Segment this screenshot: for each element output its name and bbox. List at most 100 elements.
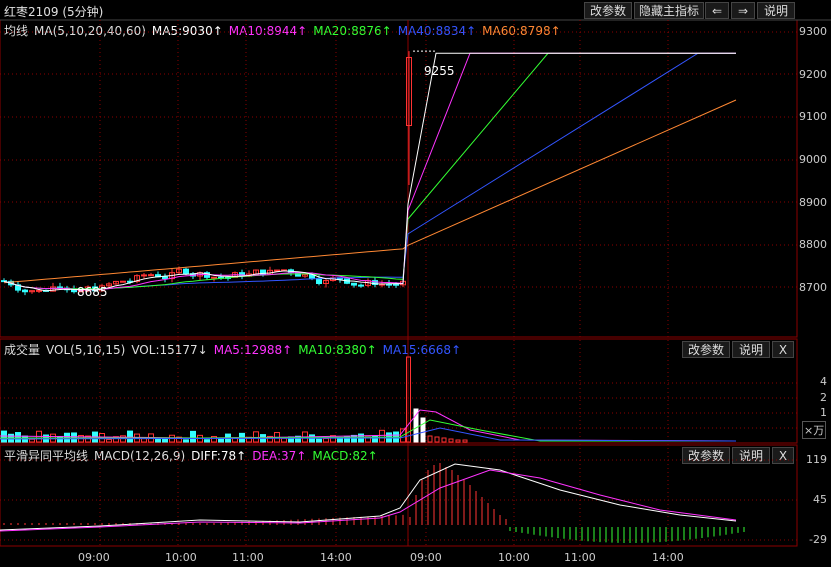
volume-bar — [29, 438, 35, 443]
main-legend: 均线 MA(5,10,20,40,60) MA5:9030↑ MA10:8944↑ MA… — [4, 22, 567, 39]
macd-ytick: -29 — [809, 533, 827, 546]
candle-body — [78, 290, 84, 293]
vol-indicator-name: 成交量 — [4, 343, 41, 357]
volume-bar — [434, 436, 440, 443]
volume-bar — [281, 437, 287, 443]
main-ma-params: MA(5,10,20,40,60) — [34, 24, 146, 38]
time-tick: 09:00 — [410, 551, 442, 564]
volume-bar — [413, 408, 419, 443]
hide-main-indicator-button[interactable]: 隐藏主指标 — [634, 2, 704, 19]
candle-body — [36, 289, 42, 292]
vol-params: VOL(5,10,15) — [46, 343, 126, 357]
candle-body — [141, 274, 147, 277]
volume-bar — [316, 438, 322, 443]
candle-body — [29, 290, 35, 293]
ma10-line — [3, 52, 736, 291]
vol-ma15-line — [0, 427, 737, 442]
ma5-value: MA5:9030↑ — [151, 24, 223, 38]
vol-ma15-value: MA15:6668↑ — [382, 343, 462, 357]
candle-body — [113, 280, 119, 285]
candle-body — [176, 268, 182, 274]
time-tick: 09:00 — [78, 551, 110, 564]
candle-body — [393, 283, 399, 286]
main-ytick: 9200 — [799, 68, 827, 81]
high-price-label: 9255 — [424, 64, 455, 78]
volume-bar — [406, 356, 411, 443]
main-indicator-name: 均线 — [4, 24, 29, 38]
vol-ytick: 1 — [820, 406, 827, 419]
candle-body — [358, 284, 364, 287]
vol-ma10-value: MA10:8380↑ — [298, 343, 377, 357]
vol-ma5-value: MA5:12988↑ — [213, 343, 293, 357]
volume-bar — [379, 429, 385, 443]
ma60-value: MA60:8798↑ — [482, 24, 561, 38]
ma10-value: MA10:8944↑ — [228, 24, 308, 38]
main-ytick: 8800 — [799, 238, 827, 251]
macd-ytick: 119 — [806, 453, 827, 466]
candle-body — [134, 275, 140, 282]
volume-bar — [295, 435, 301, 443]
volume-bar — [127, 430, 133, 443]
ma40-line — [3, 52, 736, 290]
arrow-right-icon[interactable]: ⇒ — [731, 2, 755, 19]
candle-body — [22, 289, 28, 293]
candle-body — [183, 268, 189, 275]
main-ytick: 8700 — [799, 281, 827, 294]
candle-body — [148, 274, 154, 277]
volume-bar — [427, 435, 433, 443]
vol-legend: 成交量 VOL(5,10,15) VOL:15177↓ MA5:12988↑ MA10:… — [4, 341, 467, 358]
ma5-line — [3, 52, 736, 292]
candle-body — [120, 280, 126, 283]
volume-bar — [183, 439, 189, 443]
volume-bar — [372, 435, 378, 443]
main-ytick: 9300 — [799, 25, 827, 38]
diff-line — [0, 463, 737, 531]
candle-body — [50, 286, 56, 292]
candle-body — [260, 269, 266, 275]
volume-bar — [448, 438, 454, 443]
volume-bar — [400, 428, 406, 443]
main-ytick: 8900 — [799, 196, 827, 209]
candle-body — [15, 284, 21, 291]
main-ytick: 9000 — [799, 153, 827, 166]
macd-indicator-name: 平滑异同平均线 — [4, 449, 89, 463]
change-params-button[interactable]: 改参数 — [584, 2, 632, 19]
vol-close-icon[interactable]: X — [772, 341, 794, 358]
help-button[interactable]: 说明 — [757, 2, 795, 19]
vol-help-button[interactable]: 说明 — [732, 341, 770, 358]
main-ytick: 9100 — [799, 110, 827, 123]
candle-body — [106, 283, 112, 287]
volume-bar — [106, 439, 112, 443]
dea-line — [0, 469, 737, 532]
candle-body — [162, 276, 168, 280]
time-tick: 10:00 — [165, 551, 197, 564]
ma60-line — [3, 99, 737, 284]
main-panel-frame — [0, 19, 798, 338]
volume-bar — [330, 435, 336, 443]
arrow-left-icon[interactable]: ⇐ — [705, 2, 729, 19]
candle-body — [211, 276, 217, 279]
volume-bar — [323, 438, 329, 443]
candle-body — [274, 269, 280, 272]
ma20-value: MA20:8876↑ — [313, 24, 392, 38]
time-tick: 11:00 — [232, 551, 264, 564]
volume-bar — [462, 439, 468, 443]
macd-panel-frame — [0, 444, 798, 547]
candle-body — [372, 280, 378, 285]
vol-ytick: 4 — [820, 375, 827, 388]
volume-bar — [176, 436, 182, 443]
window-title: 红枣2109 (5分钟) — [4, 5, 104, 19]
vol-change-params-button[interactable]: 改参数 — [682, 341, 730, 358]
volume-bar — [253, 431, 259, 443]
ma20-line — [3, 52, 736, 290]
low-price-label: 8685 — [77, 285, 108, 299]
volume-bar — [441, 437, 447, 443]
volume-bar — [455, 439, 461, 443]
vol-panel-frame — [0, 338, 798, 444]
volume-bar — [204, 439, 210, 443]
vol-ytick: 2 — [820, 391, 827, 404]
time-tick: 10:00 — [498, 551, 530, 564]
time-tick: 14:00 — [320, 551, 352, 564]
candle-body — [302, 273, 308, 277]
